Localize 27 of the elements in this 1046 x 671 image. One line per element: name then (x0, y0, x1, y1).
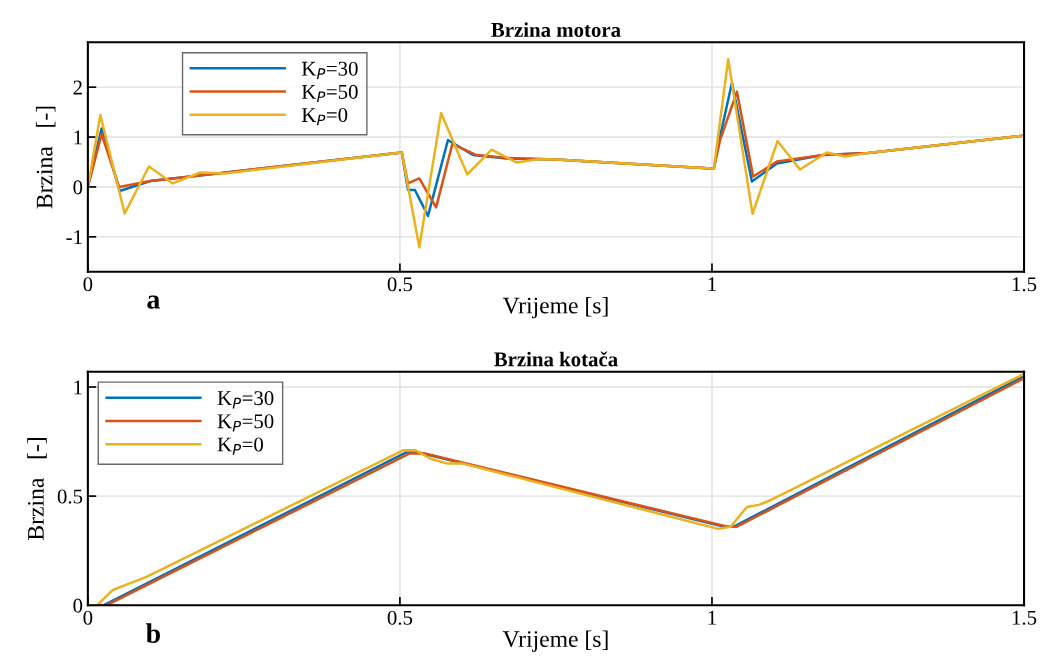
legend-label: K$_{P}$=50 (217, 414, 274, 432)
legend-label: K$_{P}$=0 (217, 437, 264, 455)
x-tick-label: 0.5 (387, 277, 413, 292)
chart-title: Brzina kotača (494, 351, 618, 367)
x-tick-label: 0.5 (387, 610, 413, 625)
y-tick-label: -1 (66, 230, 82, 245)
y-tick-label: 0 (73, 598, 83, 613)
x-tick-label: 1.5 (1012, 277, 1037, 292)
legend-label: K$_{P}$=0 (301, 108, 348, 126)
x-axis-title: Vrijeme [s] (502, 630, 608, 652)
text: b (146, 623, 160, 643)
x-tick-label: 1 (708, 277, 716, 292)
y-axis-title: Brzina [-] (27, 438, 47, 540)
y-axis-title: Brzina [-] (35, 106, 56, 209)
y-tick-label: 2 (73, 80, 82, 95)
y-tick-label: 1 (74, 380, 82, 395)
x-tick-label: 1 (708, 610, 716, 625)
legend-label: K$_{P}$=30 (301, 61, 358, 79)
x-tick-label: 1.5 (1012, 610, 1037, 625)
text: a (147, 295, 160, 309)
legend-label: K$_{P}$=50 (301, 84, 358, 103)
chart-title: Brzina motora (491, 22, 621, 37)
x-axis-title: Vrijeme [s] (502, 296, 608, 319)
y-tick-label: 1 (74, 130, 82, 145)
y-tick-label: 0 (73, 180, 83, 195)
y-tick-label: 0.5 (57, 489, 83, 504)
legend-label: K$_{P}$=30 (217, 391, 274, 409)
